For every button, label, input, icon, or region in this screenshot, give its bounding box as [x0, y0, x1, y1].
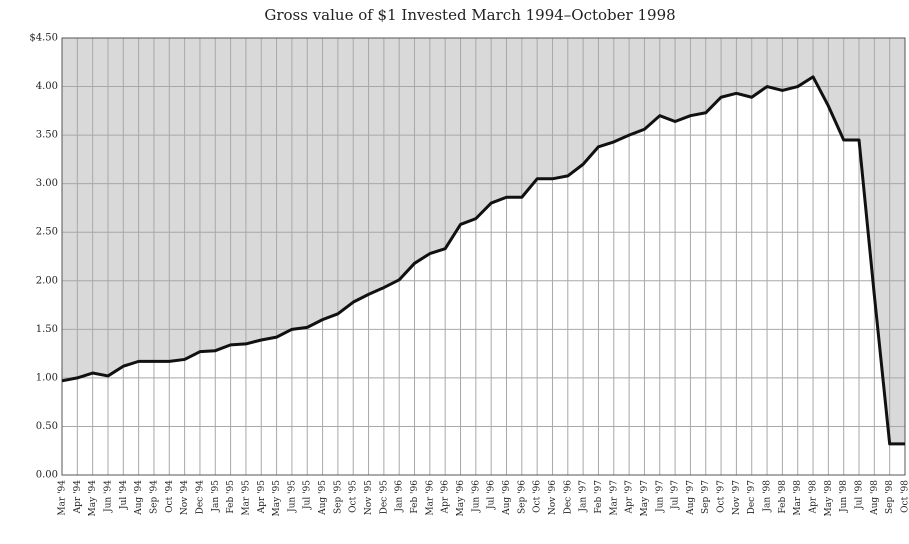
x-tick-label: Oct '95 — [349, 480, 359, 513]
x-tick-label: May '95 — [272, 480, 282, 517]
x-tick-label: Jun '94 — [103, 480, 113, 513]
x-tick-label: Sep '97 — [701, 480, 711, 514]
x-tick-label: Dec '95 — [379, 480, 389, 515]
x-tick-label: Jul '98 — [855, 480, 865, 510]
x-tick-label: Jan '95 — [211, 480, 221, 513]
x-tick-label: May '97 — [640, 480, 650, 517]
x-tick-label: Apr '97 — [625, 480, 635, 515]
x-tick-label: Feb '96 — [410, 480, 420, 514]
x-tick-label: Oct '96 — [533, 480, 543, 513]
y-tick-label: 3.00 — [36, 178, 58, 189]
x-tick-label: Apr '94 — [73, 480, 83, 515]
x-tick-label: Jul '94 — [119, 480, 129, 510]
x-tick-label: Mar '94 — [58, 480, 68, 516]
x-tick-label: Mar '98 — [793, 480, 803, 516]
x-tick-label: Jun '95 — [287, 480, 297, 513]
x-tick-label: Oct '98 — [901, 480, 909, 513]
x-tick-label: Jan '98 — [763, 480, 773, 513]
x-tick-label: Nov '96 — [548, 480, 558, 515]
x-tick-label: Oct '97 — [717, 480, 727, 513]
x-tick-label: May '94 — [88, 480, 98, 517]
x-tick-label: Nov '94 — [180, 480, 190, 515]
x-tick-label: Feb '95 — [226, 480, 236, 514]
x-tick-label: Mar '95 — [241, 480, 251, 516]
plot-border — [61, 37, 906, 476]
x-tick-label: Sep '95 — [333, 480, 343, 514]
x-tick-label: Nov '95 — [364, 480, 374, 515]
y-tick-label: 1.50 — [36, 324, 58, 335]
x-tick-label: Apr '98 — [809, 480, 819, 515]
line — [61, 75, 905, 446]
x-tick-label: Sep '94 — [149, 480, 159, 514]
y-tick-label: 0.00 — [36, 470, 58, 481]
x-tick-label: Jul '96 — [487, 480, 497, 510]
x-tick-label: Dec '94 — [195, 480, 205, 515]
x-tick-label: Aug '94 — [134, 480, 144, 516]
x-tick-label: Mar '96 — [425, 480, 435, 516]
x-tick-label: May '96 — [456, 480, 466, 517]
x-tick-label: Aug '98 — [870, 480, 880, 516]
y-tick-label: 2.50 — [36, 227, 58, 238]
y-tick-label: 1.00 — [36, 372, 58, 383]
x-tick-label: Jan '97 — [579, 480, 589, 513]
x-tick-label: Sep '96 — [517, 480, 527, 514]
x-tick-label: Feb '97 — [594, 480, 604, 514]
x-tick-label: Jun '96 — [471, 480, 481, 513]
x-tick-label: Aug '95 — [318, 480, 328, 516]
x-tick-label: Jul '97 — [671, 480, 681, 510]
x-tick-label: Aug '97 — [686, 480, 696, 516]
chart-title: Gross value of $1 Invested March 1994–Oc… — [264, 6, 675, 24]
y-tick-label: $4.50 — [29, 33, 58, 44]
x-tick-label: Jun '97 — [655, 480, 665, 513]
x-tick-label: May '98 — [824, 480, 834, 517]
x-tick-label: Jul '95 — [303, 480, 313, 510]
y-tick-label: 2.00 — [36, 275, 58, 286]
x-tick-label: Dec '97 — [747, 480, 757, 515]
x-tick-label: Jun '98 — [839, 480, 849, 513]
y-tick-label: 4.00 — [36, 81, 58, 92]
y-tick-label: 3.50 — [36, 130, 58, 141]
x-tick-label: Apr '95 — [257, 480, 267, 515]
x-tick-label: Mar '97 — [609, 480, 619, 516]
x-tick-label: Feb '98 — [778, 480, 788, 514]
x-tick-label: Nov '97 — [732, 480, 742, 515]
x-tick-label: Oct '94 — [165, 480, 175, 513]
y-tick-label: 0.50 — [36, 421, 58, 432]
area — [62, 76, 905, 475]
x-tick-label: Apr '96 — [441, 480, 451, 515]
x-tick-label: Sep '98 — [885, 480, 895, 514]
x-tick-label: Dec '96 — [563, 480, 573, 515]
x-tick-label: Jan '96 — [395, 480, 405, 513]
x-tick-label: Aug '96 — [502, 480, 512, 516]
